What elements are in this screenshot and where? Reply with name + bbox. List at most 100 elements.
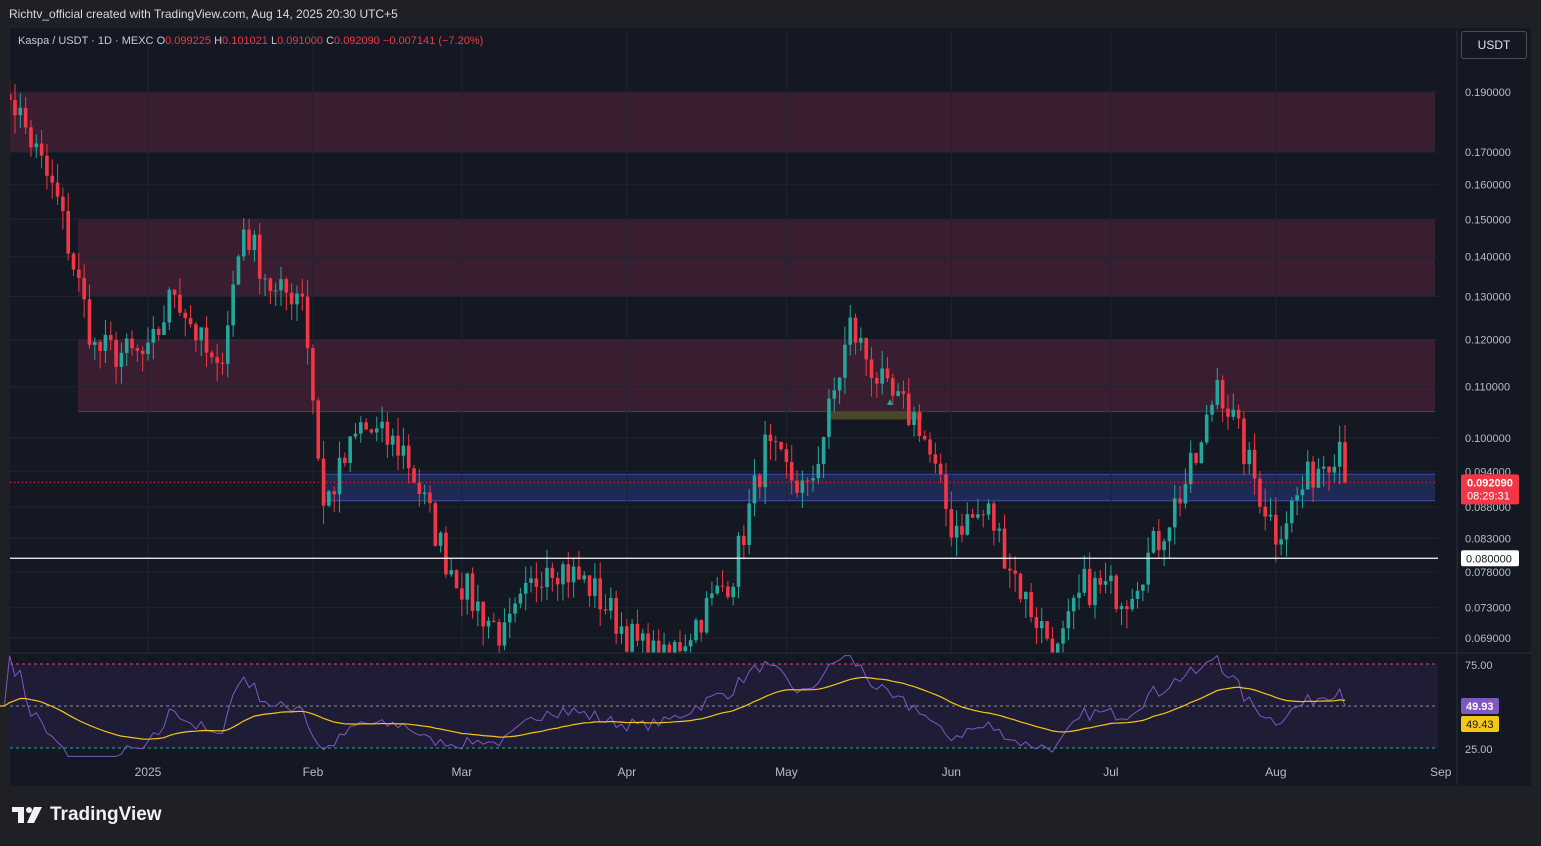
candle-body-2025-05-07	[816, 463, 821, 479]
low-label: L	[270, 35, 278, 47]
candle-body-2025-08-04	[1290, 500, 1294, 524]
candle-body-2024-12-08	[18, 107, 23, 116]
candle-body-2025-01-26	[279, 279, 283, 291]
candle-body-2025-01-09	[188, 318, 193, 325]
candle-body-2025-01-14	[215, 357, 219, 363]
candle-body-2025-04-09	[667, 644, 672, 653]
currency-button[interactable]: USDT	[1461, 31, 1527, 59]
candle-body-2025-07-02	[1114, 575, 1119, 610]
candle-body-2025-03-20	[561, 564, 565, 585]
candle-body-2025-03-04	[476, 601, 480, 611]
candle-body-2025-04-19	[720, 585, 725, 587]
candle-body-2025-07-29	[1258, 478, 1262, 507]
candle-body-2025-05-19	[880, 368, 884, 384]
ohlc-legend: Kaspa / USDT · 1D · MEXC O0.099225 H0.10…	[18, 35, 483, 47]
candle-body-2025-01-21	[252, 234, 257, 251]
time-tick-label: Feb	[303, 765, 324, 779]
candle-body-2025-07-30	[1263, 506, 1267, 517]
time-tick-label: May	[775, 765, 798, 779]
candle-body-2025-01-03	[156, 328, 161, 335]
candle-body-2024-12-22	[93, 341, 97, 345]
candle-body-2025-03-06	[486, 620, 491, 627]
candle-body-2025-03-17	[545, 567, 549, 588]
candle-body-2025-02-22	[422, 492, 427, 495]
candle-body-2025-02-17	[396, 435, 400, 456]
candle-body-2025-01-17	[231, 284, 235, 326]
candle-body-2025-02-27	[449, 570, 454, 575]
candle-body-2025-03-14	[529, 578, 533, 583]
candle-body-2025-01-29	[295, 293, 299, 305]
candle-body-2025-07-26	[1242, 418, 1246, 465]
candle-body-2025-06-16	[1029, 591, 1033, 618]
candle-body-2025-02-11	[364, 422, 368, 430]
last-price-label: 0.092090	[1467, 477, 1513, 489]
candle-body-2025-08-01	[1274, 514, 1278, 545]
time-tick-label: Jul	[1103, 765, 1118, 779]
candle-body-2025-08-02	[1279, 539, 1283, 545]
candle-body-2025-03-19	[555, 577, 560, 585]
price-tick-label: 0.069000	[1465, 633, 1511, 645]
candle-body-2025-05-06	[811, 478, 815, 481]
candle-body-2025-08-03	[1284, 523, 1289, 540]
candle-body-2024-12-26	[114, 340, 118, 367]
candle-body-2025-01-15	[220, 362, 225, 364]
candle-body-2025-02-12	[369, 429, 374, 433]
candle-body-2025-05-08	[821, 437, 826, 464]
candle-body-2025-04-02	[630, 623, 634, 652]
candle-body-2025-03-28	[603, 609, 608, 611]
candle-body-2025-04-27	[763, 434, 767, 488]
candle-body-2025-06-23	[1066, 611, 1071, 629]
candle-body-2025-06-14	[1018, 573, 1023, 600]
candle-body-2025-08-13	[1337, 441, 1342, 467]
candle-body-2025-07-11	[1162, 541, 1166, 551]
candle-body-2025-03-29	[609, 597, 613, 611]
candle-body-2025-01-13	[210, 352, 214, 358]
candle-body-2025-04-15	[699, 620, 704, 633]
candle-body-2025-07-14	[1178, 498, 1182, 504]
candle-body-2024-12-29	[130, 338, 134, 349]
change-value: −0.007141 (−7.20%)	[382, 35, 484, 47]
candle-body-2025-02-25	[438, 532, 443, 546]
candle-body-2025-05-05	[805, 480, 810, 482]
candle-body-2025-01-22	[257, 234, 262, 279]
tradingview-logo[interactable]: TradingView	[12, 804, 162, 826]
candle-body-2025-04-22	[736, 535, 741, 587]
candle-body-2025-01-10	[194, 324, 198, 341]
candle-body-2025-05-23	[901, 391, 906, 394]
candle-body-2025-03-25	[587, 575, 592, 596]
rsi-level-label: 25.00	[1465, 744, 1493, 756]
candle-body-2024-12-09	[23, 107, 28, 128]
candle-body-2025-06-29	[1098, 577, 1103, 585]
candle-body-2025-02-02	[316, 400, 321, 459]
candle-body-2025-04-23	[742, 535, 746, 546]
price-tick-label: 0.110000	[1465, 382, 1510, 394]
candle-body-2025-04-07	[656, 640, 661, 653]
candle-body-2025-06-15	[1024, 591, 1028, 600]
candle-body-2024-12-14	[50, 175, 55, 183]
candle-body-2025-05-14	[853, 317, 858, 343]
candle-body-2025-01-31	[305, 296, 310, 349]
candle-body-2025-08-09	[1316, 468, 1321, 488]
candle-body-2025-06-25	[1077, 592, 1081, 598]
attribution-bar: Richtv_official created with TradingView…	[0, 0, 1541, 28]
candle-body-2025-04-14	[694, 620, 698, 641]
candle-body-2025-07-08	[1146, 552, 1150, 585]
symbol-label[interactable]: Kaspa / USDT · 1D · MEXC	[18, 35, 154, 47]
candle-body-2024-12-07	[13, 100, 17, 116]
time-tick-label: 2025	[135, 765, 162, 779]
candle-body-2024-12-17	[66, 210, 70, 254]
candle-body-2025-03-09	[502, 622, 507, 646]
candle-body-2025-04-01	[625, 626, 629, 652]
candle-body-2025-02-24	[433, 503, 438, 546]
candle-body-2025-02-26	[444, 532, 448, 575]
candle-body-2025-01-30	[300, 293, 305, 297]
candle-body-2025-05-10	[832, 390, 837, 399]
candle-body-2025-02-15	[385, 421, 390, 445]
candle-body-2025-03-18	[550, 567, 555, 578]
candle-body-2025-07-05	[1130, 598, 1134, 610]
candle-body-2025-03-13	[523, 582, 528, 594]
candle-body-2024-12-19	[77, 269, 81, 278]
candle-body-2024-12-25	[108, 334, 113, 341]
candle-body-2025-03-27	[598, 578, 602, 610]
